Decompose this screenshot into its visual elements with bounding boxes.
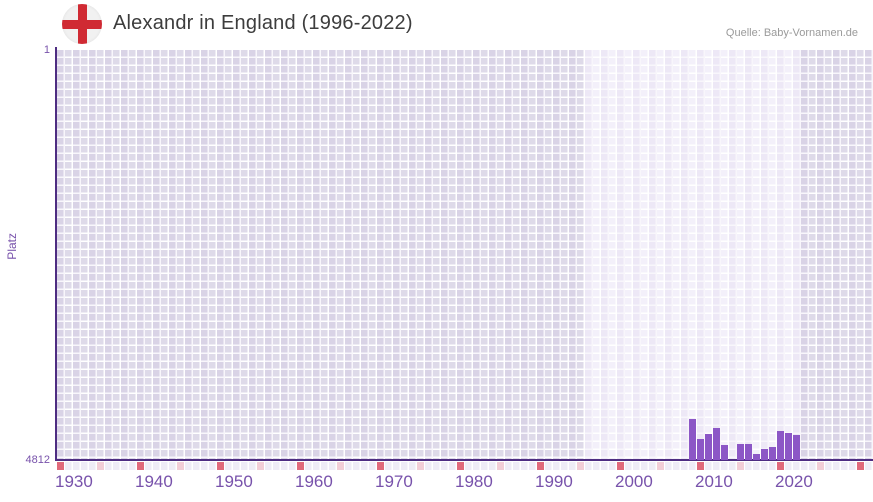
bar-2012[interactable] bbox=[713, 428, 720, 460]
minor-tick-2015 bbox=[737, 462, 744, 470]
bar-2020[interactable] bbox=[777, 431, 784, 460]
x-axis-label-2020: 2020 bbox=[775, 472, 813, 491]
major-tick-1960 bbox=[297, 462, 304, 470]
x-axis-label-1980: 1980 bbox=[455, 472, 493, 491]
chart-title: Alexandr in England (1996-2022) bbox=[113, 12, 413, 34]
x-axis-label-1930: 1930 bbox=[55, 472, 93, 491]
grid-band-highlight-1996-2022 bbox=[585, 50, 801, 460]
minor-tick-1955 bbox=[257, 462, 264, 470]
grid-band-pre-1996 bbox=[57, 50, 585, 460]
minor-tick-1975 bbox=[417, 462, 424, 470]
major-tick-1930 bbox=[57, 462, 64, 470]
bar-2015[interactable] bbox=[737, 444, 744, 460]
major-tick-1950 bbox=[217, 462, 224, 470]
minor-tick-1945 bbox=[177, 462, 184, 470]
y-axis-title: Platz bbox=[5, 233, 19, 260]
major-tick-1970 bbox=[377, 462, 384, 470]
bar-2013[interactable] bbox=[721, 445, 728, 460]
x-axis-label-1950: 1950 bbox=[215, 472, 253, 491]
bar-2010[interactable] bbox=[697, 439, 704, 460]
x-axis-label-2010: 2010 bbox=[695, 472, 733, 491]
major-tick-1940 bbox=[137, 462, 144, 470]
england-flag-icon bbox=[62, 4, 102, 44]
minor-tick-1965 bbox=[337, 462, 344, 470]
bar-2009[interactable] bbox=[689, 419, 696, 460]
flag-cross-horizontal bbox=[62, 19, 102, 29]
x-axis-label-1970: 1970 bbox=[375, 472, 413, 491]
y-axis-max-label: 1 bbox=[43, 44, 50, 56]
x-axis-label-1940: 1940 bbox=[135, 472, 173, 491]
grid-band-post-2022 bbox=[801, 50, 873, 460]
x-tick-strip bbox=[57, 462, 873, 470]
y-axis-line bbox=[55, 47, 57, 461]
minor-tick-1995 bbox=[577, 462, 584, 470]
bar-2022[interactable] bbox=[793, 435, 800, 460]
bar-2017[interactable] bbox=[753, 454, 760, 460]
x-axis-line bbox=[55, 459, 873, 461]
minor-tick-1985 bbox=[497, 462, 504, 470]
x-axis-label-1960: 1960 bbox=[295, 472, 333, 491]
major-tick-2010 bbox=[697, 462, 704, 470]
x-axis-label-2000: 2000 bbox=[615, 472, 653, 491]
bar-2011[interactable] bbox=[705, 434, 712, 460]
major-tick-1990 bbox=[537, 462, 544, 470]
major-tick-2020 bbox=[777, 462, 784, 470]
major-tick-2030 bbox=[857, 462, 864, 470]
x-axis-label-1990: 1990 bbox=[535, 472, 573, 491]
source-credit: Quelle: Baby-Vornamen.de bbox=[725, 27, 858, 39]
minor-tick-2025 bbox=[817, 462, 824, 470]
plot-area bbox=[57, 50, 873, 460]
bar-2016[interactable] bbox=[745, 444, 752, 460]
y-axis-min-label: 4812 bbox=[25, 454, 50, 466]
minor-tick-2005 bbox=[657, 462, 664, 470]
major-tick-1980 bbox=[457, 462, 464, 470]
major-tick-2000 bbox=[617, 462, 624, 470]
bar-2021[interactable] bbox=[785, 433, 792, 460]
bar-2019[interactable] bbox=[769, 447, 776, 460]
bar-2018[interactable] bbox=[761, 449, 768, 460]
minor-tick-1935 bbox=[97, 462, 104, 470]
